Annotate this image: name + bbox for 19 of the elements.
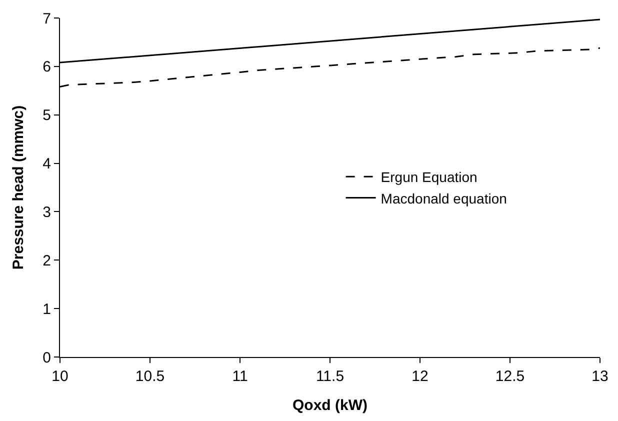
x-tick-label: 10 [52, 368, 68, 385]
x-tick-label: 13 [592, 368, 608, 385]
y-tick-label: 1 [42, 300, 51, 318]
x-tick-label: 12.5 [495, 368, 525, 385]
y-tick-label: 2 [42, 252, 51, 270]
x-tick-label: 11.5 [316, 368, 344, 385]
y-tick-label: 6 [42, 58, 51, 76]
x-tick-label: 11 [232, 368, 248, 385]
x-axis-title: Qoxd (kW) [292, 397, 368, 414]
y-tick-label: 0 [42, 349, 51, 366]
y-tick-label: 4 [42, 156, 51, 173]
y-tick-label: 3 [42, 204, 51, 221]
x-tick-label: 12 [412, 368, 428, 385]
legend-label: Ergun Equation [380, 169, 478, 186]
y-tick-label: 7 [42, 10, 51, 28]
y-tick-label: 5 [42, 107, 51, 124]
y-axis-title: Pressure head (mmwc) [10, 105, 27, 270]
x-tick-label: 10.5 [135, 368, 165, 385]
legend-label: Macdonald equation [380, 190, 507, 206]
